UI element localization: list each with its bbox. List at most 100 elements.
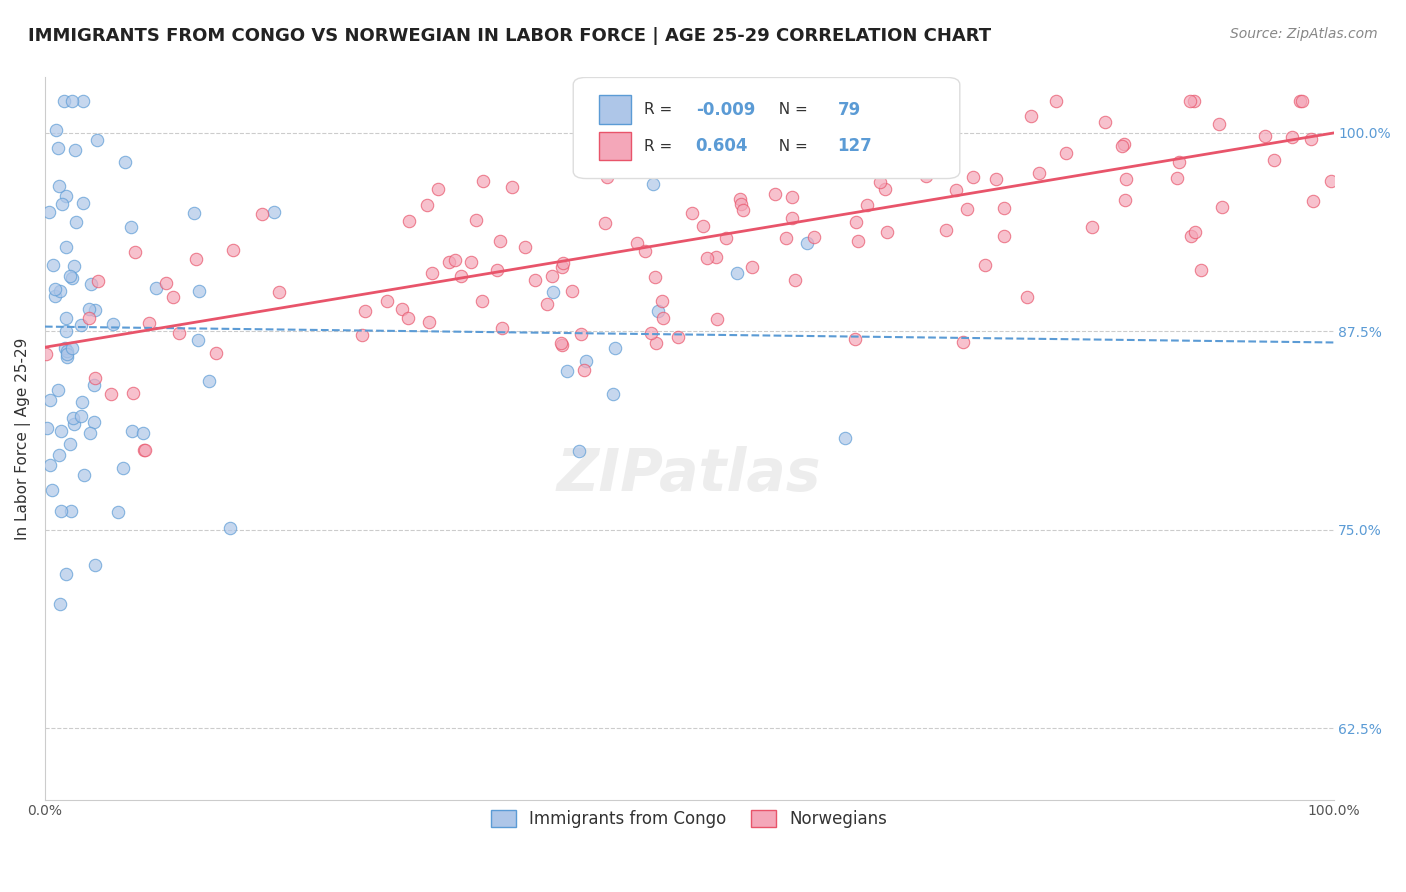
Point: [568, 443, 591, 458]
Point: [1211, 201, 1233, 215]
Point: [72, 195, 94, 210]
Point: [1168, 155, 1191, 169]
Point: [41, 258, 63, 272]
Point: [869, 175, 891, 189]
Point: [44, 289, 66, 303]
Point: [935, 223, 957, 237]
Text: R =: R =: [644, 138, 678, 153]
Point: [49, 285, 72, 299]
Point: [107, 506, 129, 520]
Point: [541, 285, 564, 300]
Text: 127: 127: [838, 137, 872, 155]
Point: [250, 207, 273, 221]
Point: [60, 270, 83, 285]
Text: 79: 79: [838, 101, 860, 119]
Point: [83, 378, 105, 392]
Point: [121, 424, 143, 438]
Point: [1019, 110, 1042, 124]
Point: [651, 311, 673, 326]
Point: [120, 219, 142, 234]
Text: N =: N =: [769, 138, 813, 153]
Point: [222, 243, 245, 257]
Point: [945, 183, 967, 197]
Point: [111, 461, 134, 475]
Point: [761, 153, 783, 167]
Point: [86, 274, 108, 288]
Point: [70, 395, 93, 409]
Point: [51, 197, 73, 211]
Point: [952, 335, 974, 350]
Point: [83, 415, 105, 429]
Point: [914, 169, 936, 183]
Point: [138, 316, 160, 330]
Point: [48, 179, 70, 194]
Point: [155, 276, 177, 290]
Point: [60, 341, 83, 355]
Point: [555, 364, 578, 378]
Text: Source: ZipAtlas.com: Source: ZipAtlas.com: [1230, 27, 1378, 41]
Point: [145, 281, 167, 295]
Point: [41, 483, 63, 497]
Point: [49, 424, 72, 438]
Point: [780, 211, 803, 225]
Point: [472, 174, 495, 188]
Point: [63, 417, 86, 431]
Point: [550, 335, 572, 350]
Point: [1114, 194, 1136, 208]
Point: [184, 252, 207, 266]
Point: [49, 504, 72, 518]
Point: [204, 346, 226, 360]
Point: [396, 310, 419, 325]
Point: [569, 326, 592, 341]
Point: [73, 467, 96, 482]
Point: [1289, 95, 1312, 109]
Point: [690, 134, 713, 148]
Point: [352, 327, 374, 342]
Point: [550, 338, 572, 352]
Point: [62, 95, 84, 109]
Point: [575, 354, 598, 368]
Point: [197, 374, 219, 388]
Point: [398, 214, 420, 228]
Point: [59, 437, 82, 451]
Point: [121, 386, 143, 401]
Text: ZIPatlas: ZIPatlas: [557, 446, 821, 503]
Point: [56, 344, 79, 359]
Point: [551, 260, 574, 274]
Point: [187, 333, 209, 347]
Text: N =: N =: [769, 103, 813, 118]
Point: [640, 326, 662, 340]
Point: [55, 566, 77, 581]
Point: [56, 350, 79, 364]
Point: [1054, 146, 1077, 161]
Point: [46, 141, 69, 155]
Point: [574, 363, 596, 377]
Point: [1111, 139, 1133, 153]
Point: [834, 431, 856, 445]
Point: [1017, 290, 1039, 304]
Point: [375, 294, 398, 309]
Point: [37, 420, 59, 434]
Point: [59, 268, 82, 283]
Point: [464, 213, 486, 227]
Point: [45, 123, 67, 137]
Point: [55, 239, 77, 253]
Point: [955, 202, 977, 216]
Point: [101, 317, 124, 331]
Point: [65, 143, 87, 157]
Point: [38, 458, 60, 472]
Point: [523, 273, 546, 287]
Point: [1112, 136, 1135, 151]
Point: [471, 294, 494, 309]
Point: [62, 411, 84, 425]
Point: [876, 225, 898, 239]
Text: 0.604: 0.604: [696, 137, 748, 155]
Point: [60, 503, 83, 517]
Point: [993, 201, 1015, 215]
Point: [162, 290, 184, 304]
Point: [541, 268, 564, 283]
Point: [855, 197, 877, 211]
Point: [748, 123, 770, 137]
Point: [1299, 132, 1322, 146]
Point: [641, 177, 664, 191]
